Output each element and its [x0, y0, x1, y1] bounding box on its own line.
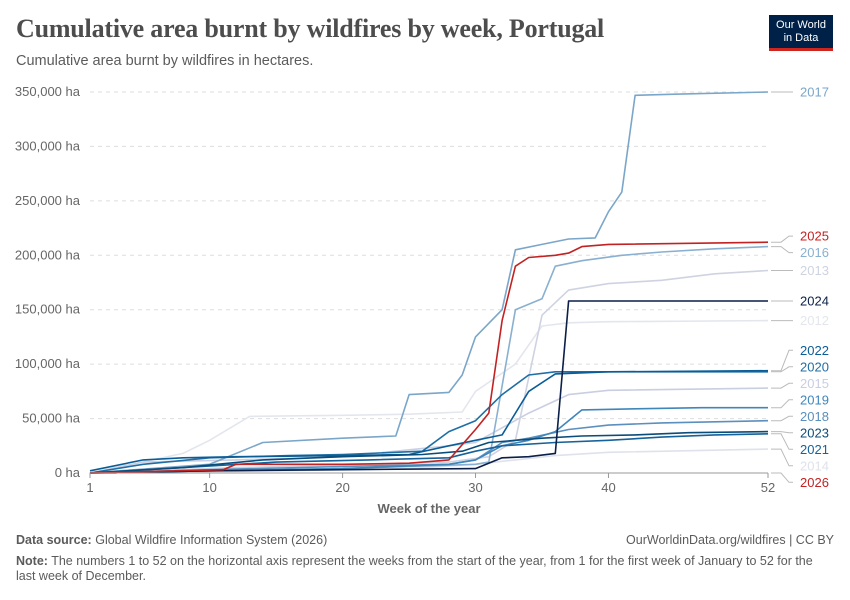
chart-note: Note: The numbers 1 to 52 on the horizon… [16, 554, 831, 584]
label-connector [771, 246, 793, 254]
credit-link[interactable]: OurWorldinData.org/wildfires | CC BY [626, 533, 834, 547]
axes: 0 ha 50,000 ha 100,000 ha 150,000 ha 200,000… [15, 84, 775, 516]
series-label-2018: 2018 [800, 409, 829, 424]
chart-title: Cumulative area burnt by wildfires by we… [16, 14, 605, 43]
label-connector [771, 349, 793, 372]
series-line-2019 [89, 406, 768, 474]
y-tick-label: 50,000 ha [22, 411, 81, 426]
series-label-2019: 2019 [800, 392, 829, 407]
source-text[interactable]: Global Wildfire Information System (2026… [95, 533, 328, 547]
y-tick-label: 200,000 ha [15, 247, 81, 262]
x-tick-label: 40 [601, 480, 615, 495]
series-line-2021 [89, 433, 769, 474]
label-connector [771, 366, 793, 373]
line-chart: 0 ha 50,000 ha 100,000 ha 150,000 ha 200,000… [15, 84, 829, 516]
series-line-2017 [89, 91, 769, 474]
label-connector [771, 415, 793, 422]
series-label-2024: 2024 [800, 294, 829, 309]
grid-lines [90, 91, 768, 420]
data-source: Data source: Global Wildfire Information… [16, 533, 327, 547]
label-connector [771, 382, 793, 389]
series-line-2022 [89, 369, 769, 472]
label-connector [771, 399, 793, 409]
y-tick-label: 300,000 ha [15, 138, 81, 153]
series-line-2012 [89, 319, 769, 474]
series-label-2013: 2013 [800, 263, 829, 278]
logo-line-2: in Data [783, 32, 819, 44]
x-tick-label: 10 [202, 480, 216, 495]
series-label-2023: 2023 [800, 425, 829, 440]
note-text: The numbers 1 to 52 on the horizontal ax… [16, 554, 813, 583]
logo-line-1: Our World [776, 19, 826, 31]
series-label-2022: 2022 [800, 343, 829, 358]
x-tick-label: 1 [86, 480, 93, 495]
series-label-2015: 2015 [800, 376, 829, 391]
y-tick-label: 250,000 ha [15, 193, 81, 208]
label-connector [771, 433, 793, 450]
series-label-2021: 2021 [800, 442, 829, 457]
series-line-2023 [89, 430, 769, 474]
chart-subtitle: Cumulative area burnt by wildfires in he… [16, 53, 314, 69]
x-tick-label: 20 [335, 480, 349, 495]
x-tick-label: 52 [761, 480, 775, 495]
series-label-2025: 2025 [800, 229, 829, 244]
y-tick-label: 150,000 ha [15, 302, 81, 317]
x-axis-label: Week of the year [377, 501, 480, 516]
series-label-2016: 2016 [800, 245, 829, 260]
label-connector [771, 472, 793, 483]
series-label-2020: 2020 [800, 359, 829, 374]
series-line-2025 [89, 241, 769, 474]
series-line-2016 [89, 245, 769, 474]
owid-logo[interactable]: Our World in Data [769, 15, 833, 51]
label-connector [771, 235, 793, 243]
series-label-2017: 2017 [800, 85, 829, 100]
series-line-2013 [89, 269, 769, 474]
x-tick-label: 30 [468, 480, 482, 495]
series-label-2012: 2012 [800, 313, 829, 328]
series-label-2026: 2026 [800, 475, 829, 490]
label-connector [771, 448, 793, 467]
note-label: Note: [16, 554, 48, 568]
series-line-2024 [89, 300, 768, 474]
source-label: Data source: [16, 533, 92, 547]
series-lines [89, 91, 769, 474]
y-tick-label: 350,000 ha [15, 84, 81, 99]
y-tick-label: 100,000 ha [15, 356, 81, 371]
series-label-2014: 2014 [800, 458, 829, 473]
y-tick-label: 0 ha [55, 465, 81, 480]
label-connector [771, 431, 793, 434]
